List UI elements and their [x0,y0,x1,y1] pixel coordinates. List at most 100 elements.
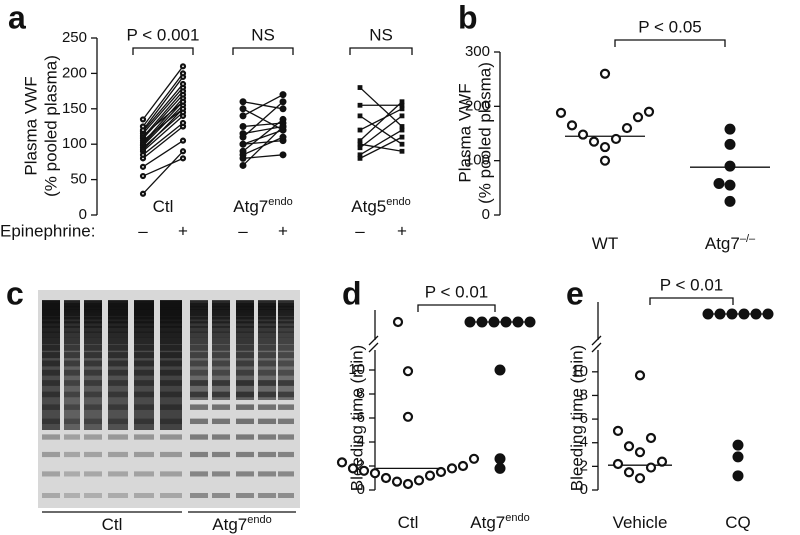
gel-band [42,344,60,351]
marker [239,98,247,106]
gel-band [160,321,182,328]
pair-line [142,125,184,159]
marker [279,133,287,141]
marker [645,432,657,444]
gel-band [258,344,276,351]
group-label: Ctl [153,197,174,216]
pair-line [242,125,284,135]
gel-band [190,434,208,440]
gel-band [108,326,128,333]
gel-band [64,434,80,440]
gel-band [278,369,294,376]
gel-band [278,344,294,351]
group-label: WT [592,234,618,253]
marker [357,113,363,119]
gel-band [236,404,254,410]
marker [738,308,750,320]
marker [239,140,247,148]
gel-band [190,337,208,344]
gel-band [212,434,230,440]
marker [139,123,147,130]
pair-line [142,101,184,145]
marker [623,441,635,452]
group-label: Vehicle [613,513,668,532]
group-name: WT [592,234,618,253]
gel-band [84,300,102,308]
gel-band [258,360,276,367]
y-tick-label: 300 [465,43,490,60]
y-tick-label: 50 [70,171,87,188]
gel-band [42,312,60,320]
gel-band [212,316,230,324]
gel-band [258,471,276,477]
gel-band [160,344,182,351]
gel-band [84,471,102,477]
gel-band [64,360,80,367]
gel-band [278,326,294,333]
gel-band [258,316,276,324]
gel-band [190,344,208,351]
gel-band [84,344,102,351]
y-tick-label: 200 [62,64,87,81]
condition-label: + [178,221,188,240]
gel-band [236,326,254,333]
condition-label: + [278,221,288,240]
gel-band [212,369,230,376]
gel-band [108,418,128,425]
gel-band [108,391,128,398]
y-tick-label: 0 [482,206,490,223]
gel-band [258,352,276,359]
marker [577,129,589,140]
gel-band [278,337,294,344]
gel-band [258,434,276,440]
gel-band [108,471,128,477]
gel-band [212,418,230,425]
pair-line [142,87,184,135]
marker [399,102,405,108]
gel-band [84,391,102,398]
y-axis-label: Bleeding time (min) [347,345,366,491]
gel-band [134,380,154,386]
y-axis-label: Plasma VWF [455,83,474,182]
gel-band [134,418,154,425]
gel-band [84,380,102,386]
gel-band [236,451,254,458]
gel-band [108,321,128,328]
bracket [614,39,726,47]
group-label: Ctl [102,515,123,534]
gel-band [278,404,294,410]
pair-line [242,101,284,138]
gel-band [258,312,276,320]
gel-band [190,418,208,425]
marker [179,80,187,88]
gel-band [278,300,294,308]
gel-band [160,369,182,376]
y-tick-label: 0 [79,206,87,223]
condition-label: – [138,221,148,240]
marker [402,411,414,422]
pair-line [142,76,184,131]
row-label: Epinephrine: [0,221,95,240]
gel-band [64,300,80,308]
axis-break [368,335,379,353]
gel-band [84,326,102,333]
gel-band [190,331,208,338]
group-label: Atg7endo [233,196,292,217]
gel-band [42,418,60,425]
gel-band [160,360,182,367]
marker [643,106,655,117]
gel-band [258,321,276,328]
gel-band [236,352,254,359]
y-tick-label: 0 [580,481,588,498]
gel-band [42,331,60,338]
marker [357,127,363,133]
pair-line [359,87,403,127]
gel-band [42,300,60,308]
y-tick-label: 100 [465,152,490,169]
marker [357,102,363,108]
marker [369,468,381,479]
gel-band [134,300,154,308]
gel-band [64,344,80,351]
gel-band [134,352,154,359]
y-tick-label: 8 [357,385,365,402]
